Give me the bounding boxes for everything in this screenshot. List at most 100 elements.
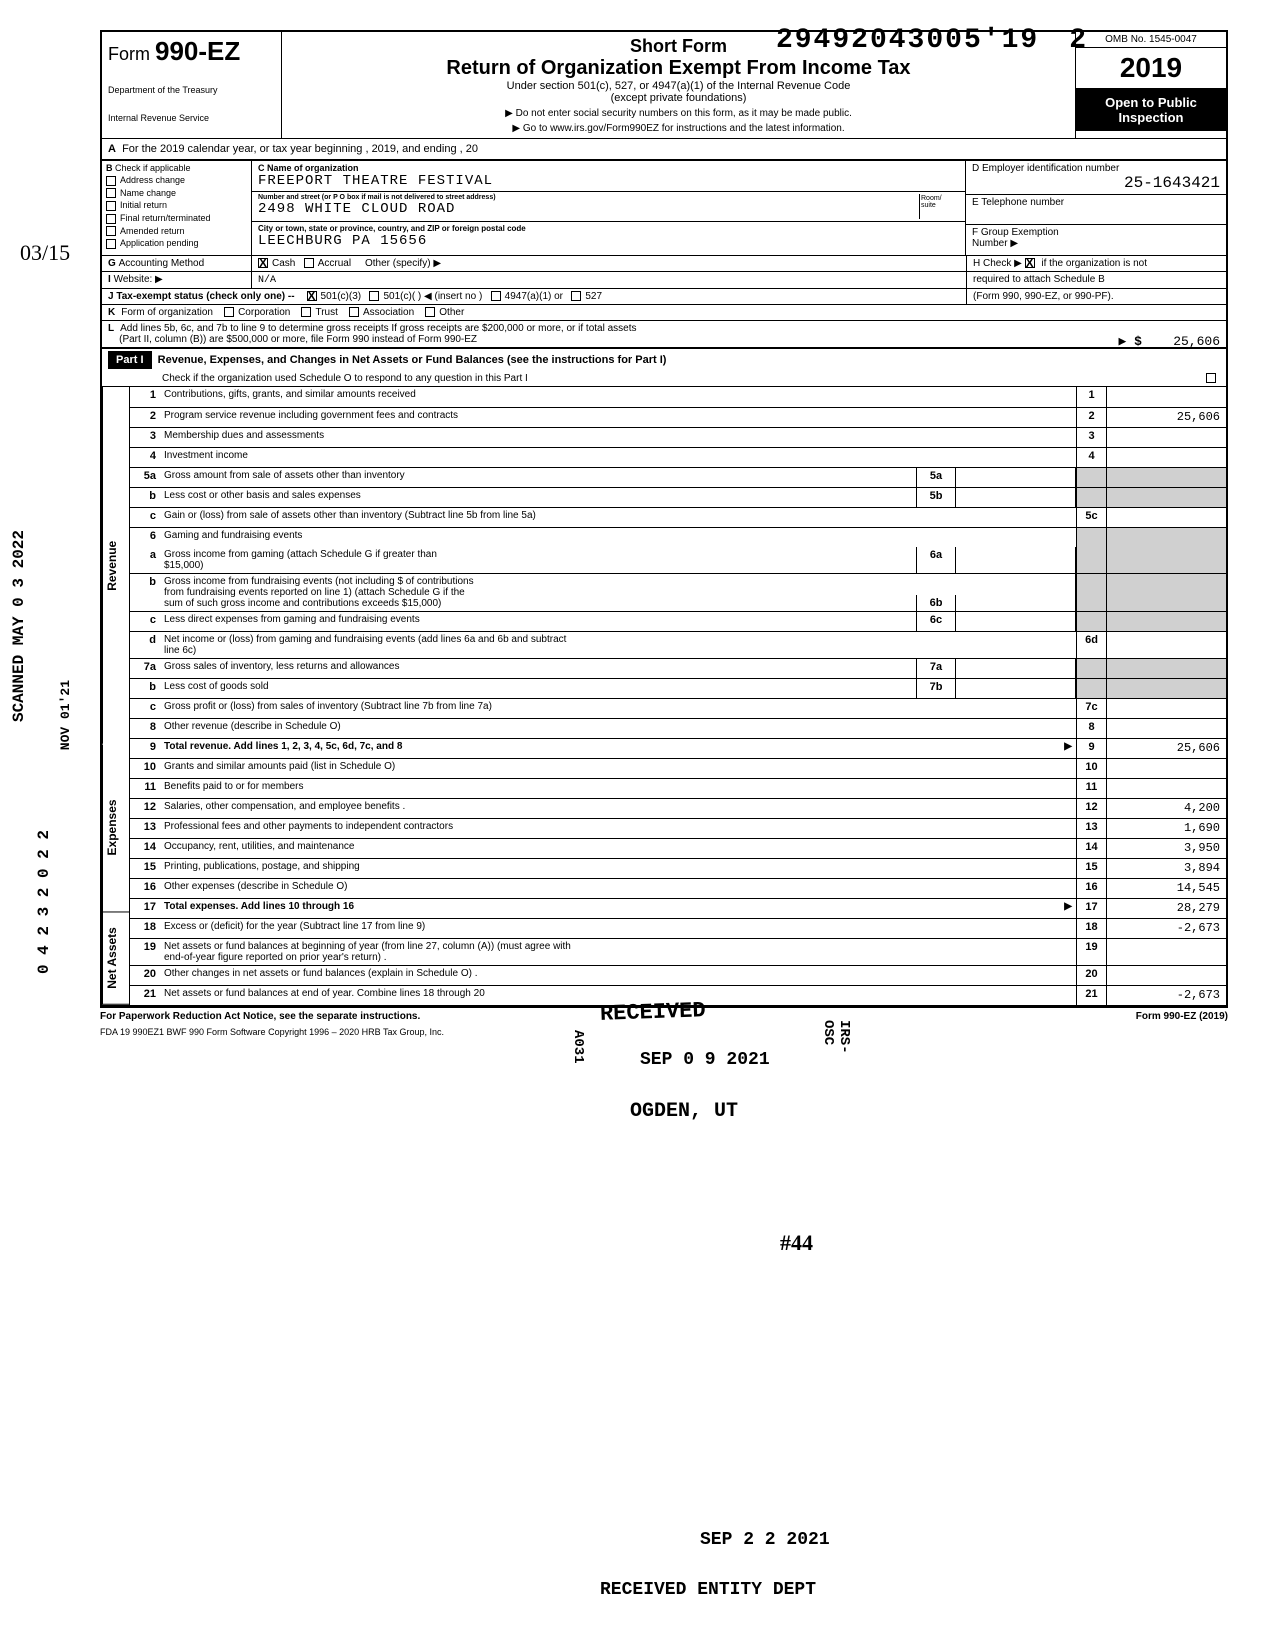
row-i: I Website: ▶ N/A required to attach Sche…	[100, 271, 1228, 288]
line-5a: 5aGross amount from sale of assets other…	[130, 467, 1226, 487]
row-k: KForm of organization Corporation Trust …	[100, 304, 1228, 320]
line-5c: cGain or (loss) from sale of assets othe…	[130, 507, 1226, 527]
stamp-a031: A031	[570, 1030, 586, 1064]
line-14: 14Occupancy, rent, utilities, and mainte…	[130, 838, 1226, 858]
url-note: ▶ Go to www.irs.gov/Form990EZ for instru…	[290, 123, 1067, 134]
stamp-sideno: 0 4 2 3 2 0 2 2	[35, 830, 53, 974]
block-bcdef: B Check if applicable Address change Nam…	[100, 161, 1228, 255]
website-value: N/A	[258, 275, 276, 286]
line-6d: dNet income or (loss) from gaming and fu…	[130, 631, 1226, 658]
org-name: FREEPORT THEATRE FESTIVAL	[258, 173, 959, 189]
row-g-h: G Accounting Method Cash Accrual Other (…	[100, 255, 1228, 271]
line-1: 1Contributions, gifts, grants, and simil…	[130, 387, 1226, 407]
stamp-received: RECEIVED	[600, 998, 706, 1027]
lines-column: 1Contributions, gifts, grants, and simil…	[130, 387, 1226, 1005]
software-credit: FDA 19 990EZ1 BWF 990 Form Software Copy…	[100, 1025, 1228, 1039]
stamp-scanned: SCANNED MAY 0 3 2022	[10, 530, 28, 722]
e-phone-label: E Telephone number	[972, 197, 1220, 208]
line-19: 19Net assets or fund balances at beginni…	[130, 938, 1226, 965]
line-20: 20Other changes in net assets or fund ba…	[130, 965, 1226, 985]
netassets-label: Net Assets	[102, 912, 130, 1005]
line-6a: aGross income from gaming (attach Schedu…	[130, 547, 1226, 573]
line-8: 8Other revenue (describe in Schedule O)8	[130, 718, 1226, 738]
col-c-org: C Name of organization FREEPORT THEATRE …	[252, 161, 966, 255]
chk-address-change[interactable]	[106, 176, 116, 186]
line-18: 18Excess or (deficit) for the year (Subt…	[130, 918, 1226, 938]
form-ref: Form 990-EZ (2019)	[1136, 1011, 1228, 1022]
chk-assoc[interactable]	[349, 307, 359, 317]
chk-527[interactable]	[571, 291, 581, 301]
stamp-nov: NOV 01'21	[58, 680, 73, 750]
chk-final-return[interactable]	[106, 214, 116, 224]
line-10: 10Grants and similar amounts paid (list …	[130, 758, 1226, 778]
col-def: D Employer identification number 25-1643…	[966, 161, 1226, 255]
chk-trust[interactable]	[301, 307, 311, 317]
subtitle: Under section 501(c), 527, or 4947(a)(1)…	[290, 80, 1067, 92]
f-group-number: Number ▶	[972, 238, 1220, 249]
room-suite-label: Room/ suite	[919, 194, 959, 219]
part1-badge: Part I	[108, 351, 152, 369]
chk-501c[interactable]	[369, 291, 379, 301]
tax-year: 2019	[1076, 48, 1226, 89]
stamp-ogden: OGDEN, UT	[630, 1100, 738, 1123]
handwritten-date: 03/15	[20, 240, 70, 266]
c-name-label: C Name of organization	[258, 163, 959, 173]
omb-number: OMB No. 1545-0047	[1076, 32, 1226, 48]
line-6b: bGross income from fundraising events (n…	[130, 573, 1226, 611]
chk-501c3[interactable]	[307, 291, 317, 301]
gross-receipts: 25,606	[1173, 334, 1220, 349]
chk-accrual[interactable]	[304, 258, 314, 268]
line-12: 12Salaries, other compensation, and empl…	[130, 798, 1226, 818]
line-6: 6Gaming and fundraising events	[130, 527, 1226, 547]
chk-app-pending[interactable]	[106, 239, 116, 249]
line-2: 2Program service revenue including gover…	[130, 407, 1226, 427]
subtitle2: (except private foundations)	[290, 92, 1067, 104]
col-b-checkboxes: B Check if applicable Address change Nam…	[102, 161, 252, 255]
chk-cash[interactable]	[258, 258, 268, 268]
row-l: LAdd lines 5b, 6c, and 7b to line 9 to d…	[100, 320, 1228, 347]
stamp-sep09: SEP 0 9 2021	[640, 1050, 770, 1070]
line-11: 11Benefits paid to or for members11	[130, 778, 1226, 798]
line-6c: cLess direct expenses from gaming and fu…	[130, 611, 1226, 631]
line-15: 15Printing, publications, postage, and s…	[130, 858, 1226, 878]
header-right: OMB No. 1545-0047 2019 Open to PublicIns…	[1076, 32, 1226, 138]
org-street: 2498 WHITE CLOUD ROAD	[258, 201, 919, 217]
line-13: 13Professional fees and other payments t…	[130, 818, 1226, 838]
line-7c: cGross profit or (loss) from sales of in…	[130, 698, 1226, 718]
org-city: LEECHBURG PA 15656	[258, 233, 959, 249]
chk-4947[interactable]	[491, 291, 501, 301]
c-city-label: City or town, state or province, country…	[258, 224, 959, 233]
line-17: 17Total expenses. Add lines 10 through 1…	[130, 898, 1226, 918]
stamp-sep22: SEP 2 2 2021	[700, 1530, 830, 1550]
row-j: J Tax-exempt status (check only one) -- …	[100, 288, 1228, 304]
line-7a: 7aGross sales of inventory, less returns…	[130, 658, 1226, 678]
chk-name-change[interactable]	[106, 188, 116, 198]
chk-other-org[interactable]	[425, 307, 435, 317]
form-number-box: Form 990-EZ Department of the Treasury I…	[102, 32, 282, 138]
line-3: 3Membership dues and assessments3	[130, 427, 1226, 447]
chk-schedule-o[interactable]	[1206, 373, 1216, 383]
line-5b: bLess cost or other basis and sales expe…	[130, 487, 1226, 507]
stamp-irsosc: IRS-OSC	[820, 1020, 852, 1069]
f-group-label: F Group Exemption	[972, 227, 1220, 238]
c-addr-label: Number and street (or P O box if mail is…	[258, 194, 919, 201]
expenses-label: Expenses	[102, 744, 130, 912]
line-a: A For the 2019 calendar year, or tax yea…	[100, 138, 1228, 161]
ein-value: 25-1643421	[972, 174, 1220, 192]
ssn-note: ▶ Do not enter social security numbers o…	[290, 108, 1067, 119]
open-public: Open to PublicInspection	[1076, 89, 1226, 131]
chk-amended[interactable]	[106, 226, 116, 236]
line-9: 9Total revenue. Add lines 1, 2, 3, 4, 5c…	[130, 738, 1226, 758]
handwritten-44: #44	[780, 1230, 813, 1256]
chk-initial-return[interactable]	[106, 201, 116, 211]
d-ein-label: D Employer identification number	[972, 163, 1220, 174]
line-7b: bLess cost of goods sold7b	[130, 678, 1226, 698]
part1-header: Part I Revenue, Expenses, and Changes in…	[100, 347, 1228, 387]
dept-irs: Internal Revenue Service	[108, 113, 275, 123]
revenue-label: Revenue	[102, 387, 130, 744]
line-4: 4Investment income4	[130, 447, 1226, 467]
stamp-entity: RECEIVED ENTITY DEPT	[600, 1580, 816, 1600]
main-title: Return of Organization Exempt From Incom…	[290, 57, 1067, 80]
chk-h[interactable]	[1025, 258, 1035, 268]
chk-corp[interactable]	[224, 307, 234, 317]
